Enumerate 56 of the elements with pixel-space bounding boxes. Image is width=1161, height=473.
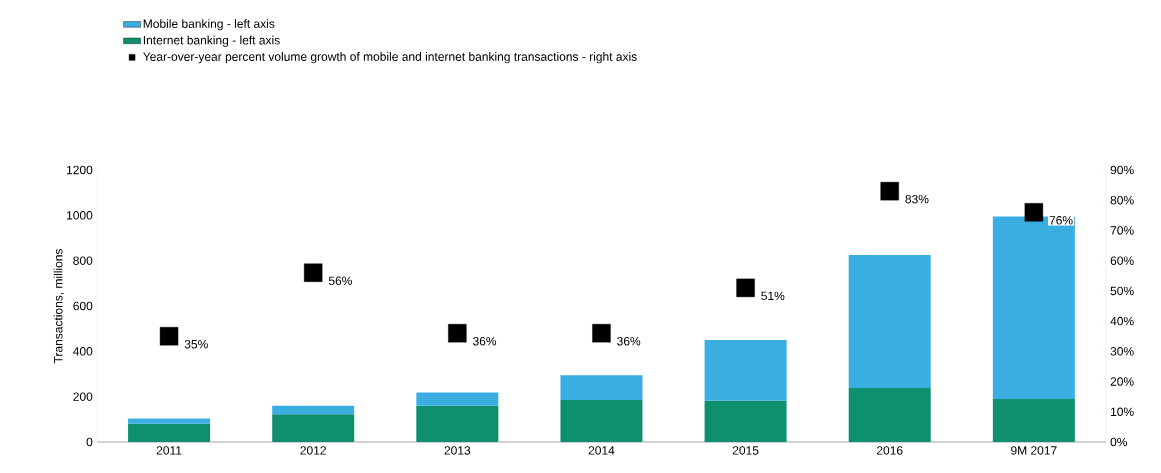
- y-tick-label: 800: [73, 256, 93, 265]
- bar: [272, 405, 355, 415]
- bar: [704, 400, 787, 442]
- bar: [416, 405, 499, 442]
- x-tick-label: 2012: [300, 446, 326, 455]
- legend-label: Internet banking - left axis: [143, 35, 280, 47]
- bar: [992, 216, 1075, 399]
- x-tick-label: 9M 2017: [1011, 446, 1057, 455]
- bar: [560, 400, 643, 442]
- point: [159, 327, 179, 346]
- y2-tick-label: 60%: [1110, 256, 1134, 265]
- y-tick-label: 1200: [67, 165, 93, 175]
- y2-tick-label: 40%: [1110, 316, 1134, 326]
- data-label: 56%: [328, 276, 352, 286]
- bar: [560, 375, 643, 401]
- point: [592, 324, 611, 343]
- y2-tick-label: 0%: [1110, 437, 1128, 447]
- x-tick-label: 2014: [588, 446, 615, 455]
- point: [448, 324, 467, 343]
- y-tick-label: 600: [73, 301, 93, 311]
- y-axis-title: Transactions, millions: [53, 249, 64, 364]
- y-tick-label: 1000: [67, 211, 93, 220]
- x-tick-label: 2013: [444, 446, 471, 455]
- bar: [128, 423, 211, 442]
- data-label: 83%: [905, 194, 929, 204]
- data-label: 36%: [617, 336, 641, 346]
- data-label: 51%: [761, 291, 785, 301]
- bar: [272, 414, 355, 442]
- x-tick-label: 2015: [732, 446, 759, 455]
- bar: [848, 388, 931, 442]
- point: [736, 278, 755, 298]
- bar: [128, 418, 211, 424]
- bar: [416, 392, 499, 406]
- y-tick-label: 0: [86, 437, 93, 447]
- y2-tick-label: 90%: [1110, 165, 1134, 175]
- legend-label: Mobile banking - left axis: [143, 19, 275, 31]
- data-label: 36%: [472, 336, 497, 346]
- data-label: 35%: [184, 339, 208, 349]
- y2-tick-label: 30%: [1110, 347, 1134, 356]
- bar: [848, 255, 931, 389]
- y2-tick-label: 80%: [1110, 195, 1134, 205]
- point: [304, 263, 323, 282]
- legend-label: Year-over-year percent volume growth of mobile and internet banking transactions - right axis: [143, 52, 637, 64]
- y2-tick-label: 10%: [1111, 407, 1134, 417]
- data-label: 76%: [1049, 216, 1073, 225]
- bar: [704, 340, 787, 401]
- y-tick-label: 200: [73, 392, 93, 401]
- x-tick-label: 2016: [876, 446, 903, 455]
- y2-tick-label: 70%: [1110, 226, 1134, 235]
- point: [880, 181, 899, 201]
- y-tick-label: 400: [73, 347, 93, 356]
- x-tick-label: 2011: [156, 446, 182, 455]
- y2-tick-label: 50%: [1110, 286, 1134, 296]
- bar: [992, 398, 1075, 442]
- y2-tick-label: 20%: [1110, 377, 1134, 386]
- point: [1024, 203, 1044, 222]
